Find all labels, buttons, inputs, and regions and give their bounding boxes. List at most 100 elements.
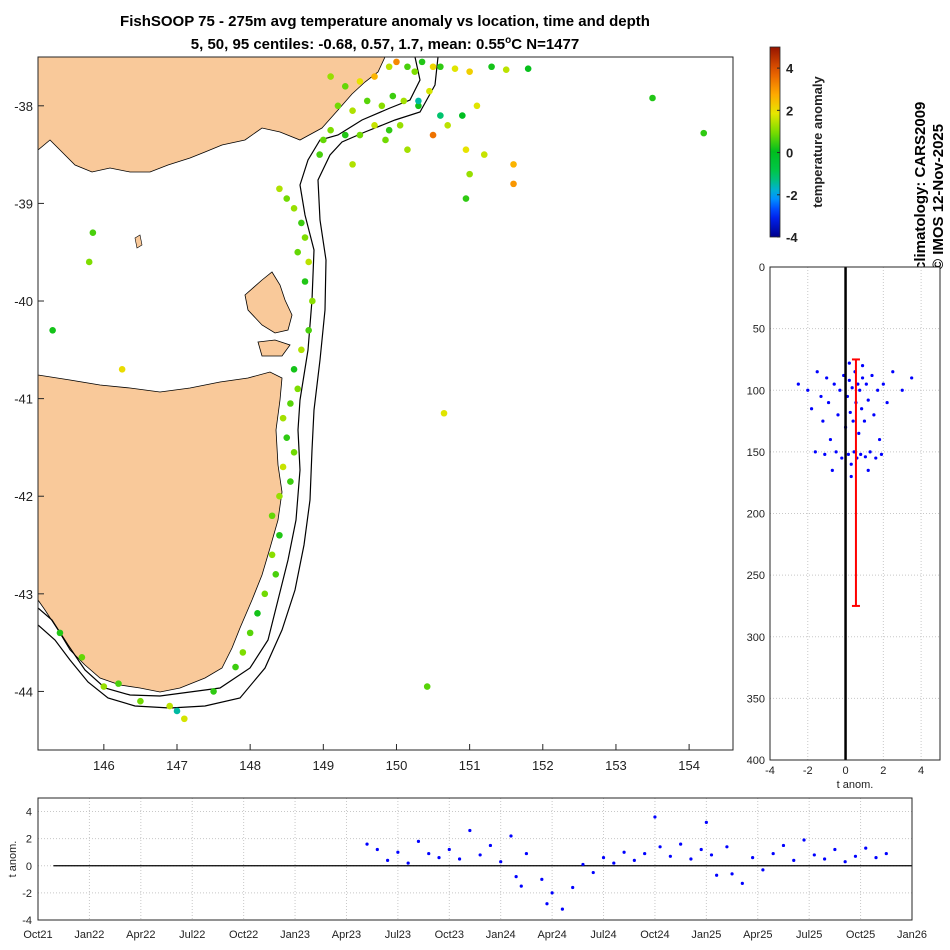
depth-x-tick-label: 0: [842, 765, 848, 777]
map-point: [462, 146, 470, 154]
map-x-tick-label: 149: [312, 758, 334, 773]
depth-y-tick-label: 350: [747, 693, 765, 705]
time-x-tick-label: Jan26: [897, 929, 927, 941]
map-point: [115, 680, 122, 687]
map-point: [246, 629, 254, 637]
map-point: [371, 73, 378, 80]
depth-point: [840, 456, 844, 460]
time-x-tick-label: Apr23: [332, 929, 361, 941]
depth-point: [830, 468, 834, 472]
map-point: [480, 151, 488, 158]
map-point: [356, 131, 364, 139]
time-y-tick-label: -4: [22, 915, 32, 927]
time-point: [864, 846, 868, 850]
depth-point: [825, 376, 829, 380]
map-point: [356, 78, 364, 85]
time-point: [514, 875, 518, 879]
map-point: [316, 151, 323, 158]
depth-point: [859, 452, 863, 456]
depth-point: [832, 382, 836, 386]
time-point: [781, 843, 786, 848]
map-point: [294, 385, 302, 393]
map-point: [459, 112, 466, 119]
map-point: [649, 94, 656, 102]
map-point: [100, 683, 108, 690]
chart-subtitle: 5, 50, 95 centiles: -0.68, 0.57, 1.7, me…: [0, 35, 770, 53]
map-point: [272, 571, 280, 578]
depth-point: [877, 437, 882, 442]
map-point: [341, 131, 349, 139]
map-point: [327, 126, 334, 134]
shelf-contour-outer: [38, 57, 439, 709]
time-y-label: t anom.: [7, 841, 19, 878]
time-point: [365, 842, 369, 846]
time-x-tick-label: Jan23: [280, 929, 310, 941]
map-point: [429, 63, 437, 71]
time-point: [709, 853, 714, 857]
map-point: [488, 63, 495, 71]
map-point: [389, 92, 397, 100]
time-point: [792, 858, 796, 862]
depth-point: [850, 386, 854, 390]
depth-point: [856, 382, 860, 386]
map-point: [418, 58, 426, 66]
depth-y-tick-label: 50: [753, 324, 765, 336]
time-point: [396, 850, 400, 854]
time-point: [447, 847, 451, 852]
map-point: [301, 278, 309, 285]
time-point: [668, 854, 672, 858]
land-cape-barren: [257, 339, 291, 357]
depth-point: [823, 452, 827, 456]
depth-point: [809, 407, 814, 411]
map-point: [451, 65, 459, 73]
map-y-tick-label: -44: [14, 684, 33, 699]
map-point: [239, 649, 247, 656]
map-y-tick-label: -39: [14, 196, 33, 211]
time-point: [715, 873, 719, 877]
time-x-tick-label: Jan25: [691, 929, 721, 941]
colorbar-tick-label: -2: [786, 188, 798, 203]
map-point: [437, 63, 444, 71]
map-point: [466, 170, 473, 178]
time-x-tick-label: Oct21: [23, 929, 52, 941]
map-point: [404, 63, 411, 71]
map-y-tick-label: -42: [14, 489, 33, 504]
time-point: [704, 820, 708, 825]
map-point: [268, 551, 276, 559]
map-x-tick-label: 146: [93, 758, 115, 773]
map-point: [49, 326, 56, 334]
map-point: [137, 697, 144, 705]
depth-point: [847, 378, 851, 382]
depth-point: [838, 388, 842, 392]
time-x-tick-label: Apr22: [126, 929, 155, 941]
map-point: [510, 161, 517, 168]
map-point: [261, 590, 269, 598]
map-point: [363, 97, 371, 105]
time-point: [524, 851, 529, 856]
map-point: [290, 449, 298, 456]
land-islet: [134, 234, 143, 249]
time-x-tick-label: Apr25: [743, 929, 772, 941]
map-point: [298, 346, 305, 354]
depth-point: [858, 388, 862, 392]
map-point: [232, 663, 239, 671]
depth-point: [874, 456, 878, 460]
time-point: [581, 862, 585, 867]
depth-point: [846, 452, 850, 456]
depth-point: [866, 468, 870, 472]
map-y-tick-label: -38: [14, 99, 33, 114]
time-point: [658, 845, 662, 849]
depth-point: [876, 388, 880, 392]
map-point: [502, 66, 510, 73]
map-point: [89, 229, 97, 236]
map-point: [294, 248, 302, 256]
time-point: [386, 858, 390, 862]
map-point: [118, 366, 126, 373]
depth-point: [868, 450, 872, 454]
depth-point: [821, 419, 825, 423]
depth-y-tick-label: 400: [747, 755, 765, 767]
time-y-tick-label: 0: [26, 861, 32, 873]
time-point: [540, 877, 544, 881]
depth-point: [828, 437, 833, 442]
depth-point: [863, 455, 867, 459]
